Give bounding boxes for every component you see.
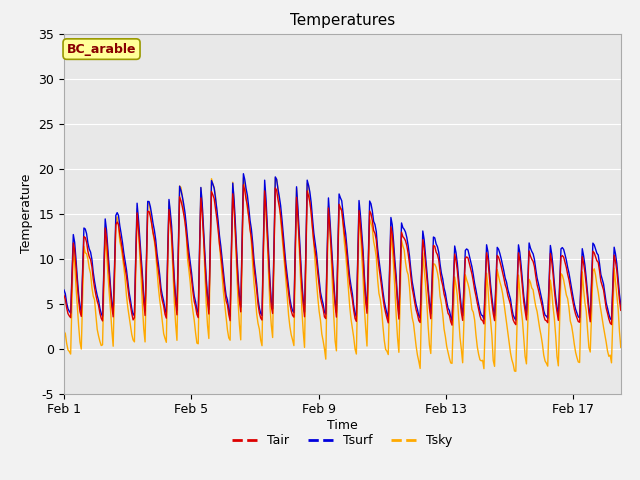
Legend: Tair, Tsurf, Tsky: Tair, Tsurf, Tsky — [227, 429, 458, 452]
Title: Temperatures: Temperatures — [290, 13, 395, 28]
Text: BC_arable: BC_arable — [67, 43, 136, 56]
Y-axis label: Temperature: Temperature — [20, 174, 33, 253]
X-axis label: Time: Time — [327, 419, 358, 432]
